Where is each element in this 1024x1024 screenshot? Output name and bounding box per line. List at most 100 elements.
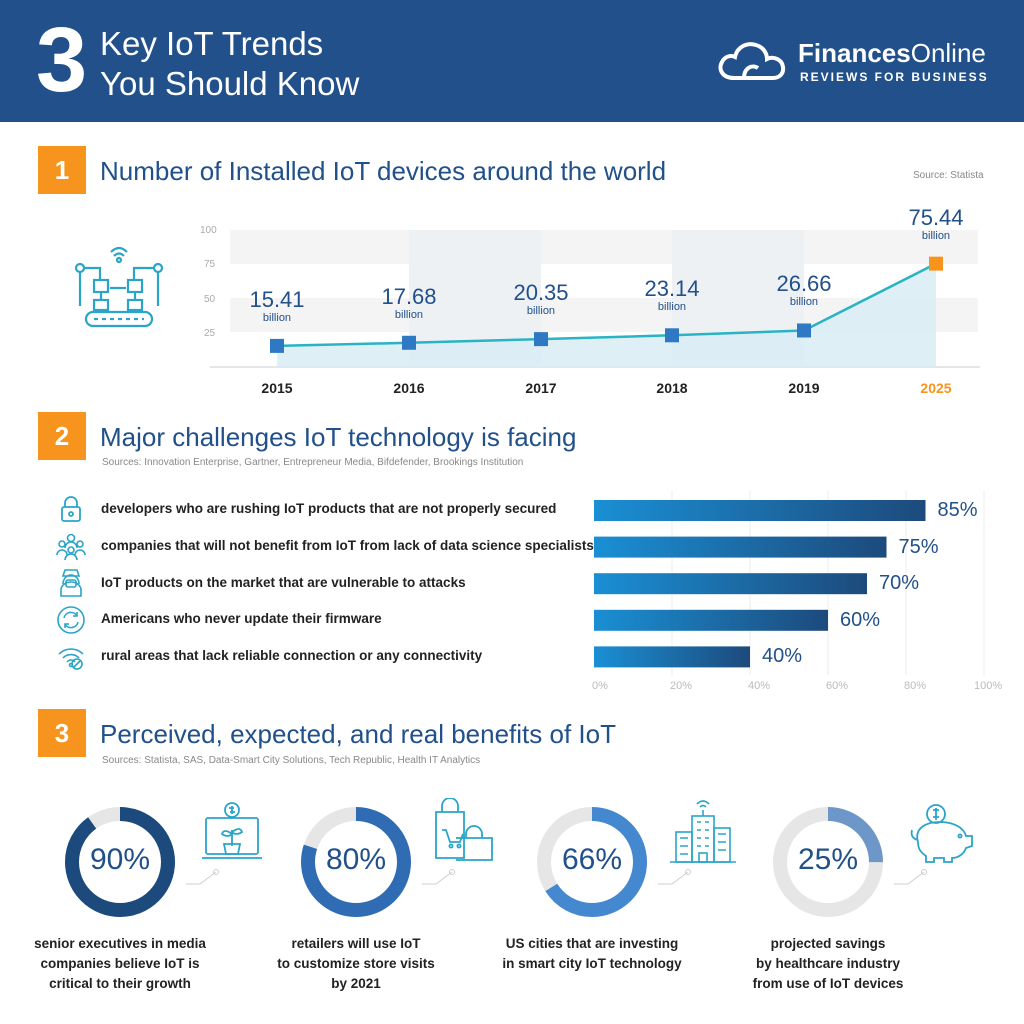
x-tick-60: 60% [826,680,849,692]
section3-number: 3 [38,709,86,757]
challenge-label-2: companies that will not benefit from IoT… [101,538,594,553]
marker-2016 [402,335,416,350]
donut-arc-2 [301,807,411,917]
benefit-desc-3-line2: in smart city IoT technology [502,956,682,971]
donut-leader-4 [894,871,925,885]
marker-2025 [929,256,943,271]
area-fill [277,263,936,367]
section2-number: 2 [38,412,86,460]
benefit-desc-4-line3: from use of IoT devices [752,976,904,991]
challenges-bar-chart [594,490,985,675]
x-label-2025: 2025 [920,380,952,396]
lock-icon [61,496,81,522]
challenge-bar-5 [594,646,750,668]
donut-arc-3 [537,807,647,917]
header-number: 3 [36,9,88,111]
value-label-2018: 23.14 billion [622,277,722,314]
leader-dot-4 [921,869,927,875]
donut-arc-1 [65,807,175,917]
smart-building-icon [670,800,736,863]
section3-source: Sources: Statista, SAS, Data-Smart City … [102,755,481,766]
band-100-75 [230,230,978,264]
benefit-desc-3: US cities that are investing in smart ci… [487,934,697,974]
header-banner: 3 Key IoT Trends You Should Know Finance… [0,0,1024,122]
leader-dot-3 [685,869,691,875]
challenge-bar-1 [594,500,926,521]
unit-2019: billion [789,296,819,309]
benefit-pct-4: 25% [797,843,859,876]
marker-2019 [797,323,811,338]
challenge-pct-4: 60% [840,608,881,631]
x-label-2019: 2019 [788,380,820,396]
x-tick-20: 20% [670,680,693,692]
benefit-desc-4-line2: by healthcare industry [755,956,901,971]
brand-light: Online [910,38,986,68]
benefit-desc-2-line3: by 2021 [331,976,381,991]
iot-factory-icon [74,246,164,328]
trend-line [276,262,937,348]
section2-title: Major challenges IoT technology is facin… [100,422,577,452]
benefit-desc-2-line2: to customize store visits [277,956,435,971]
unit-2017: billion [526,305,556,318]
benefit-desc-1-line1: senior executives in media [34,936,206,951]
header-title-line1: Key IoT Trends [100,25,324,62]
value-label-2019: 26.66 billion [754,272,854,309]
refresh-icon [57,606,85,634]
benefit-desc-1: senior executives in media companies bel… [15,934,225,994]
x-tick-40: 40% [748,680,771,692]
benefit-desc-2-line1: retailers will use IoT [291,936,421,951]
challenge-label-5: rural areas that lack reliable connectio… [101,648,483,663]
y-tick-25: 25 [204,328,216,339]
x-label-2017: 2017 [525,380,557,396]
plant-money-icon [202,802,262,859]
header-title-line2: You Should Know [100,65,360,102]
benefit-pct-1: 90% [89,843,151,876]
x-tick-0: 0% [592,680,608,692]
section2-source: Sources: Innovation Enterprise, Gartner,… [102,457,524,468]
brand-bold: Finances [798,38,911,68]
no-wifi-icon [58,648,84,670]
value-2019: 26.66 [776,271,832,297]
marker-2015 [270,338,284,353]
benefit-pct-3: 66% [561,843,623,876]
value-label-2016: 17.68 billion [359,284,459,322]
x-label-2016: 2016 [393,380,425,396]
value-label-2025: 75.44 billion [886,204,986,243]
value-2025: 75.44 [908,204,964,230]
challenge-label-3: IoT products on the market that are vuln… [101,575,466,590]
hacker-icon [60,569,82,597]
shopping-bags-icon [435,798,493,861]
y-tick-100: 100 [200,225,217,236]
benefit-desc-1-line2: companies believe IoT is [40,956,200,971]
marker-2018 [665,328,679,343]
leader-dot-1 [213,869,219,875]
section1-title: Number of Installed IoT devices around t… [100,156,667,186]
donut-leader-3 [658,871,689,885]
benefit-desc-2: retailers will use IoT to customize stor… [251,934,461,994]
donut-arc-4 [773,807,883,917]
x-tick-100: 100% [974,680,1003,692]
people-icon [56,533,86,561]
marker-2017 [534,332,548,347]
x-label-2018: 2018 [656,380,688,396]
value-2015: 15.41 [249,286,305,312]
piggy-bank-icon [910,804,973,863]
cloud-logo-icon [718,42,786,80]
brand-name[interactable]: FinancesOnline [798,38,986,68]
value-label-2015: 15.41 billion [227,286,327,325]
benefit-desc-1-line3: critical to their growth [49,976,191,991]
x-tick-80: 80% [904,680,927,692]
challenge-pct-2: 75% [898,535,939,558]
challenge-bar-4 [594,609,828,631]
unit-2016: billion [394,308,424,321]
donut-leader-2 [422,871,453,885]
iot-devices-chart [210,230,980,368]
unit-2018: billion [657,301,687,314]
challenge-bar-2 [594,536,887,558]
value-2017: 20.35 [513,280,569,306]
challenge-label-1: developers who are rushing IoT products … [101,501,557,516]
challenge-pct-3: 70% [879,572,920,595]
header-title: Key IoT Trends You Should Know [100,24,359,104]
donut-leader-1 [186,871,217,885]
